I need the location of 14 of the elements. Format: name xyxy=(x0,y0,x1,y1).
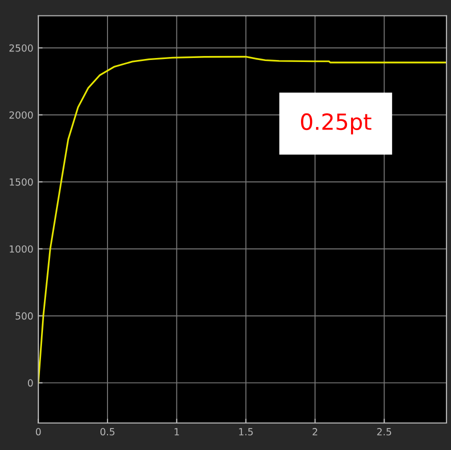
x-tick-label: 0 xyxy=(36,428,41,436)
y-tick-label: 1500 xyxy=(10,178,33,186)
x-tick-label: 1.5 xyxy=(239,428,253,436)
y-tick-label: 0 xyxy=(28,379,33,387)
x-tick-label: 0.5 xyxy=(100,428,114,436)
x-tick-label: 2.5 xyxy=(377,428,392,436)
y-tick-label: 1000 xyxy=(10,245,33,253)
y-tick-label: 2500 xyxy=(9,44,33,52)
line-series xyxy=(38,56,446,384)
x-tick-label: 2 xyxy=(312,428,318,436)
y-tick-label: 500 xyxy=(16,312,33,320)
annotation: 0.25pt xyxy=(301,113,372,134)
y-tick-label: 2000 xyxy=(9,111,33,119)
x-tick-label: 1 xyxy=(174,428,179,436)
